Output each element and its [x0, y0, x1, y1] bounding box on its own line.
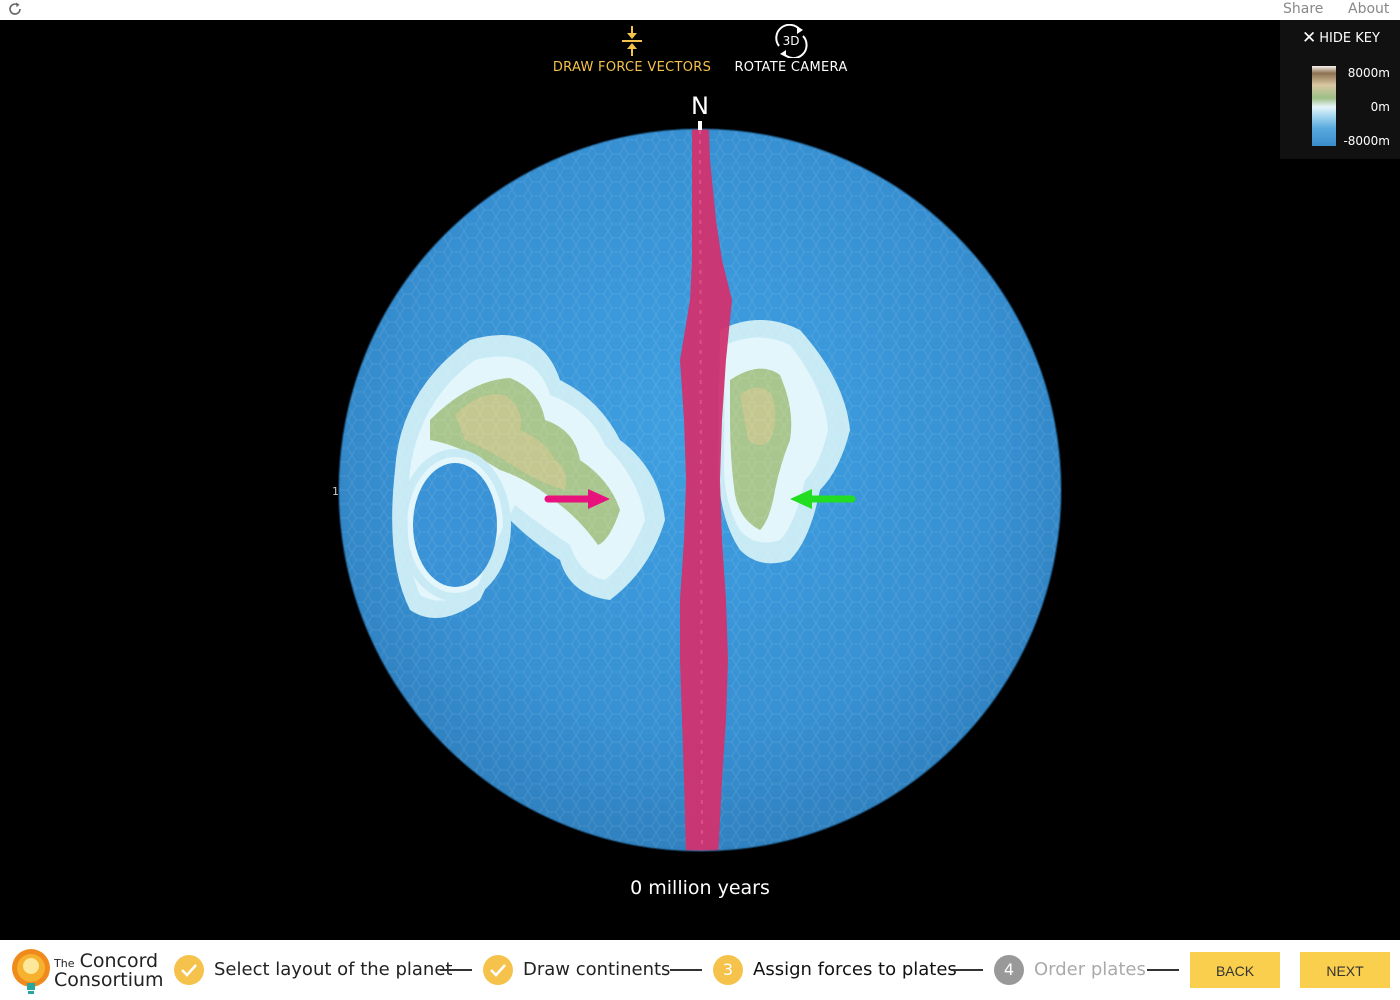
back-button[interactable]: BACK — [1190, 952, 1280, 988]
checkmark-icon — [483, 955, 513, 985]
plate-boundary — [680, 129, 732, 851]
logo-line2: Concord — [79, 950, 159, 972]
reload-icon[interactable] — [7, 1, 23, 17]
step-1-label: Select layout of the planet — [214, 959, 453, 980]
hide-key-button[interactable]: ✕ HIDE KEY — [1302, 28, 1380, 48]
elevation-color-scale — [1312, 66, 1336, 146]
time-label: 0 million years — [630, 877, 770, 899]
lightbulb-logo-icon — [12, 949, 50, 994]
rotate-camera-button[interactable]: 3D ROTATE CAMERA — [726, 24, 856, 75]
hide-key-label: HIDE KEY — [1319, 31, 1380, 46]
key-label-max: 8000m — [1347, 66, 1390, 80]
logo-text: The Concord Consortium — [54, 950, 164, 991]
share-link[interactable]: Share — [1283, 1, 1324, 17]
step-connector — [951, 969, 983, 971]
step-4-label: Order plates — [1034, 959, 1146, 980]
north-label: N — [691, 92, 709, 120]
step-connector — [670, 969, 702, 971]
step-4-number: 4 — [994, 955, 1024, 985]
longitude-marker: 1 — [332, 485, 339, 498]
step-connector — [440, 969, 472, 971]
about-link[interactable]: About — [1348, 1, 1390, 17]
force-arrow-right-plate[interactable] — [790, 489, 856, 509]
draw-force-vectors-button[interactable]: DRAW FORCE VECTORS — [548, 24, 716, 75]
logo-line1: The — [54, 957, 75, 970]
close-icon: ✕ — [1302, 28, 1317, 48]
step-connector — [1147, 969, 1179, 971]
rotate-camera-label: ROTATE CAMERA — [734, 60, 848, 75]
next-button[interactable]: NEXT — [1300, 952, 1390, 988]
step-3-label: Assign forces to plates — [753, 959, 957, 980]
step-footer: The Concord Consortium Select layout of … — [0, 940, 1400, 1000]
planet-globe[interactable] — [0, 20, 1400, 940]
key-label-min: -8000m — [1343, 134, 1390, 148]
planet-view[interactable]: DRAW FORCE VECTORS 3D ROTATE CAMERA N 1 … — [0, 20, 1400, 940]
concord-consortium-logo[interactable]: The Concord Consortium — [10, 947, 164, 994]
elevation-key: ✕ HIDE KEY 8000m 0m -8000m — [1280, 20, 1400, 159]
rotate-3d-icon: 3D — [775, 24, 808, 58]
app-header: Share About — [0, 0, 1400, 20]
checkmark-icon — [174, 955, 204, 985]
rotate-3d-text: 3D — [783, 34, 800, 48]
force-arrow-left-plate[interactable] — [544, 489, 610, 509]
draw-force-vectors-label: DRAW FORCE VECTORS — [552, 60, 712, 75]
key-label-zero: 0m — [1370, 100, 1390, 114]
north-marker — [698, 121, 702, 130]
compress-arrows-icon — [622, 26, 642, 56]
step-3-number: 3 — [713, 955, 743, 985]
step-2-label: Draw continents — [523, 959, 671, 980]
logo-line3: Consortium — [54, 969, 164, 991]
